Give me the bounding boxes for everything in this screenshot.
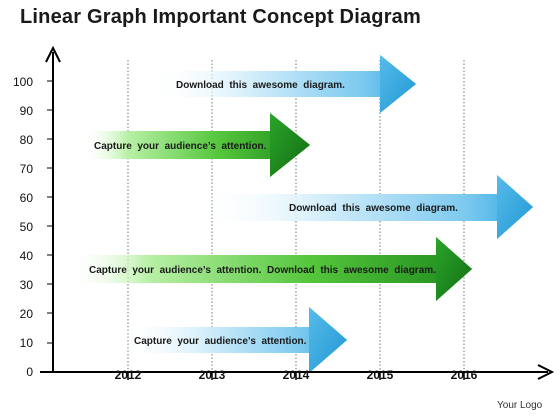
y-tick-label-90: 90 bbox=[20, 104, 34, 118]
arrow-5-label: Capture your audience’s attention. bbox=[134, 336, 307, 347]
arrow-1-label: Download this awesome diagram. bbox=[176, 80, 345, 91]
arrow-5: Capture your audience’s attention. bbox=[118, 307, 347, 373]
x-ticks: 2012 2013 2014 2015 2016 bbox=[115, 368, 478, 382]
x-tick-label-2014: 2014 bbox=[283, 368, 310, 382]
diagram-title: Linear Graph Important Concept Diagram bbox=[20, 6, 421, 28]
arrow-4-label: Capture your audience’s attention. Downl… bbox=[89, 265, 436, 276]
x-tick-label-2015: 2015 bbox=[367, 368, 394, 382]
y-tick-label-30: 30 bbox=[20, 278, 34, 292]
x-tick-label-2012: 2012 bbox=[115, 368, 142, 382]
arrow-1-head bbox=[380, 55, 416, 113]
arrow-2: Capture your audience’s attention. bbox=[82, 113, 310, 177]
arrow-1-shape bbox=[150, 55, 416, 113]
y-ticks: 0 10 20 30 40 50 60 70 80 90 100 bbox=[13, 75, 53, 379]
arrow-2-head bbox=[270, 113, 310, 177]
y-tick-label-50: 50 bbox=[20, 220, 34, 234]
arrow-3-label: Download this awesome diagram. bbox=[289, 203, 458, 214]
y-tick-label-40: 40 bbox=[20, 249, 34, 263]
logo-placeholder: Your Logo bbox=[497, 400, 543, 411]
arrow-4-head bbox=[436, 237, 472, 301]
arrow-2-label: Capture your audience’s attention. bbox=[94, 141, 267, 152]
y-tick-label-10: 10 bbox=[20, 336, 34, 350]
arrow-3-head bbox=[497, 175, 533, 239]
year-gridlines bbox=[127, 60, 465, 372]
arrow-1: Download this awesome diagram. bbox=[150, 55, 416, 113]
y-tick-label-70: 70 bbox=[20, 162, 34, 176]
arrow-4-shape bbox=[68, 237, 472, 301]
x-tick-label-2016: 2016 bbox=[451, 368, 478, 382]
y-tick-label-100: 100 bbox=[13, 75, 33, 89]
y-axis-arrowhead bbox=[45, 45, 61, 63]
arrow-2-shape bbox=[82, 113, 310, 177]
arrow-5-head bbox=[309, 307, 347, 373]
arrow-5-shape bbox=[118, 307, 347, 373]
arrow-4: Capture your audience’s attention. Downl… bbox=[68, 237, 472, 301]
x-tick-label-2013: 2013 bbox=[199, 368, 226, 382]
y-tick-label-20: 20 bbox=[20, 307, 34, 321]
arrow-3: Download this awesome diagram. bbox=[195, 175, 533, 239]
y-tick-label-80: 80 bbox=[20, 133, 34, 147]
y-tick-label-60: 60 bbox=[20, 191, 34, 205]
arrow-3-shape bbox=[195, 175, 533, 239]
y-tick-label-0: 0 bbox=[26, 365, 33, 379]
x-axis-arrowhead bbox=[537, 364, 555, 380]
